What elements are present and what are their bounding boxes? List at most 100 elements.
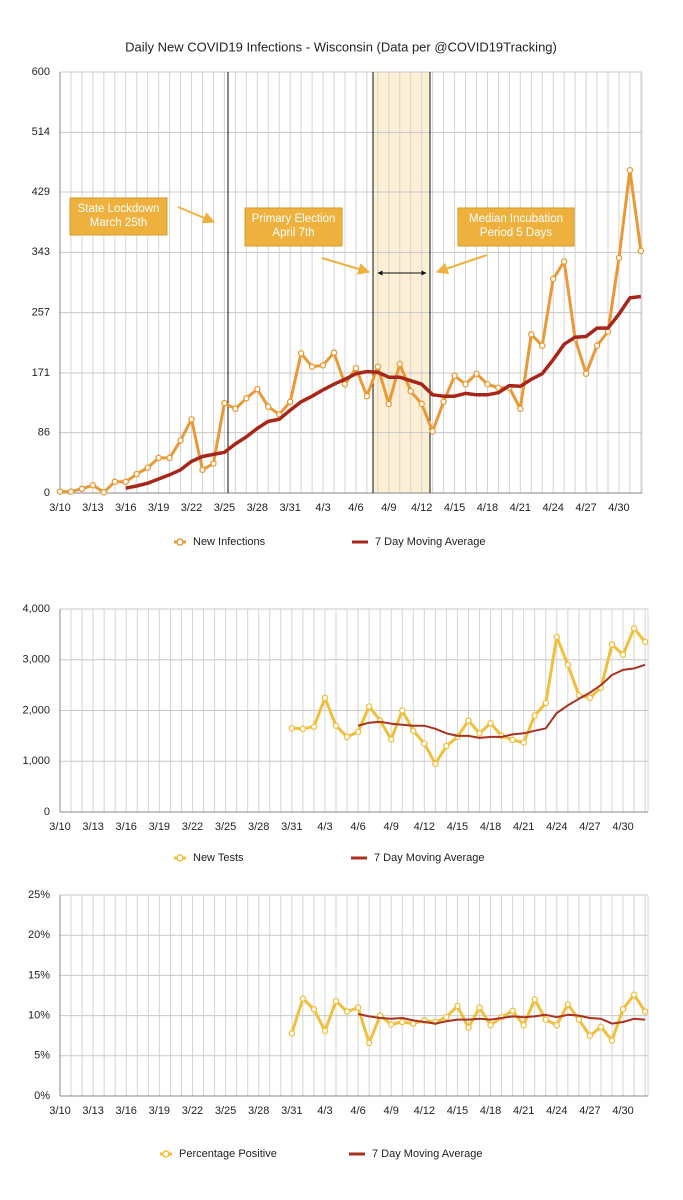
data-point xyxy=(221,399,228,407)
data-point xyxy=(432,760,439,768)
data-point xyxy=(509,1007,516,1015)
data-point xyxy=(332,997,340,1005)
legend-label: 7 Day Moving Average xyxy=(374,852,484,864)
x-tick-label: 4/12 xyxy=(411,502,432,514)
x-tick-label: 4/30 xyxy=(608,502,629,514)
legend-label: Percentage Positive xyxy=(179,1148,277,1160)
x-tick-label: 3/25 xyxy=(214,502,235,514)
x-tick-label: 3/10 xyxy=(49,821,70,833)
data-point xyxy=(575,1016,583,1023)
data-point xyxy=(520,1021,527,1029)
data-point xyxy=(465,1024,472,1031)
y-tick-label: 600 xyxy=(32,66,50,78)
legend-marker xyxy=(176,538,184,546)
x-tick-label: 3/31 xyxy=(279,502,300,514)
data-point xyxy=(264,403,272,410)
data-point xyxy=(288,1030,296,1037)
data-point xyxy=(517,405,524,413)
x-tick-label: 4/3 xyxy=(315,502,330,514)
chart-title: Daily New COVID19 Infections - Wisconsin… xyxy=(125,39,557,54)
data-point xyxy=(418,400,425,408)
series-line xyxy=(357,663,646,739)
annotation-text: State Lockdown xyxy=(78,203,160,215)
annotation-arrow xyxy=(321,257,371,275)
legend-marker xyxy=(176,854,184,862)
y-tick-label: 257 xyxy=(32,307,50,319)
x-tick-label: 4/9 xyxy=(384,821,399,833)
x-tick-label: 3/22 xyxy=(182,1105,203,1117)
data-point xyxy=(199,466,206,474)
annotation-box xyxy=(244,207,343,247)
data-point xyxy=(308,363,316,370)
data-point xyxy=(582,370,590,377)
data-point xyxy=(387,736,395,743)
data-point xyxy=(451,372,458,380)
data-point xyxy=(440,398,447,406)
data-point xyxy=(443,1013,450,1021)
incubation-window xyxy=(373,72,430,493)
data-point xyxy=(133,470,140,478)
annotation-text: April 7th xyxy=(272,227,314,239)
x-tick-label: 4/15 xyxy=(447,821,468,833)
y-tick-label: 10% xyxy=(28,1010,50,1022)
data-point xyxy=(586,694,594,702)
data-point xyxy=(188,416,195,423)
x-tick-label: 4/27 xyxy=(579,1105,600,1117)
x-tick-label: 4/30 xyxy=(612,1105,633,1117)
data-point xyxy=(275,411,283,418)
data-point xyxy=(476,730,483,737)
data-point xyxy=(210,460,217,467)
x-tick-label: 4/21 xyxy=(513,821,534,833)
data-point xyxy=(343,1008,351,1015)
x-tick-label: 4/12 xyxy=(414,1105,435,1117)
x-tick-label: 3/28 xyxy=(247,502,268,514)
data-point xyxy=(484,380,491,388)
x-tick-label: 3/16 xyxy=(115,502,136,514)
x-tick-label: 4/24 xyxy=(546,1105,567,1117)
x-tick-label: 3/13 xyxy=(82,1105,103,1117)
data-point xyxy=(67,488,75,495)
data-point xyxy=(528,331,535,338)
data-point xyxy=(410,727,417,735)
data-point xyxy=(166,454,173,462)
data-point xyxy=(619,651,627,658)
data-point xyxy=(549,275,557,283)
annotation-text: March 25th xyxy=(90,217,148,229)
x-tick-label: 3/10 xyxy=(49,1105,70,1117)
data-point xyxy=(473,370,480,377)
y-tick-label: 2,000 xyxy=(22,704,50,716)
data-point xyxy=(597,1023,605,1031)
data-point xyxy=(637,247,645,255)
data-point xyxy=(78,485,86,493)
data-point xyxy=(542,1016,550,1023)
data-point xyxy=(560,258,568,265)
x-tick-label: 4/24 xyxy=(542,502,563,514)
x-tick-label: 3/13 xyxy=(82,821,103,833)
annotation-arrow xyxy=(177,206,216,224)
data-point xyxy=(509,736,516,744)
data-point xyxy=(330,349,338,356)
data-point xyxy=(495,384,502,391)
data-point xyxy=(299,725,307,733)
data-point xyxy=(321,1027,329,1035)
data-point xyxy=(586,1032,594,1039)
y-tick-label: 5% xyxy=(34,1050,50,1062)
x-tick-label: 3/31 xyxy=(281,821,302,833)
data-point xyxy=(343,733,351,741)
y-tick-label: 15% xyxy=(28,969,50,981)
data-point xyxy=(310,1005,318,1013)
y-tick-label: 0 xyxy=(44,487,50,499)
x-tick-label: 3/28 xyxy=(248,1105,269,1117)
x-tick-label: 4/21 xyxy=(510,502,531,514)
data-point xyxy=(177,437,184,444)
y-tick-label: 86 xyxy=(38,427,50,439)
data-point xyxy=(542,699,550,707)
x-tick-label: 4/3 xyxy=(317,821,332,833)
x-tick-label: 4/18 xyxy=(480,821,501,833)
x-tick-label: 4/6 xyxy=(350,1105,365,1117)
data-point xyxy=(608,641,616,648)
data-point xyxy=(385,400,393,408)
data-point xyxy=(476,1004,483,1011)
data-point xyxy=(243,395,250,402)
